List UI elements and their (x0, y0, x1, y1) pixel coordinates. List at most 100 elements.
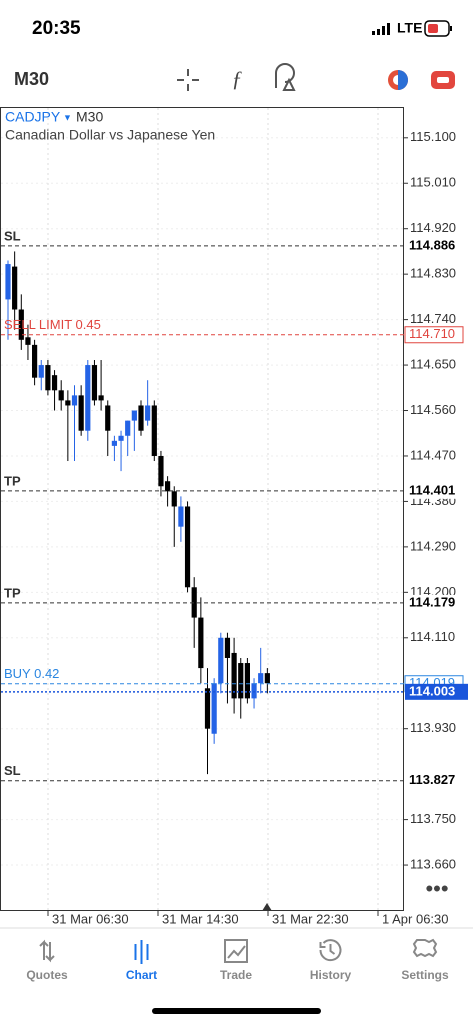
shift-marker[interactable] (262, 903, 272, 911)
candle-body (171, 491, 177, 507)
candle-body (264, 673, 270, 684)
candle-body (38, 365, 44, 378)
order-label: SL (4, 228, 21, 243)
crosshair-button[interactable] (177, 69, 199, 91)
bid-box (405, 683, 468, 700)
candle-body (178, 506, 184, 527)
tab-icon (412, 938, 438, 958)
trade-button[interactable] (388, 70, 408, 90)
x-tick-label: 1 Apr 06:30 (382, 911, 449, 926)
candle-body (165, 481, 171, 492)
candle-body (198, 617, 204, 669)
candle-body (71, 395, 78, 406)
tab-label[interactable]: Settings (401, 968, 449, 982)
candle-body (191, 587, 197, 618)
timeframe-button[interactable]: M30 (14, 69, 49, 89)
order-price: 114.710 (409, 326, 455, 341)
status-time: 20:35 (32, 18, 81, 39)
y-tick-label: 114.650 (410, 357, 456, 372)
symbol-dropdown[interactable]: ▼ (63, 112, 72, 122)
candle-body (158, 455, 164, 487)
candle-body (18, 309, 24, 340)
battery-icon (424, 20, 452, 37)
candle-body (211, 683, 217, 734)
candle-body (145, 405, 151, 421)
candle-body (98, 395, 104, 401)
network-label: LTE (397, 20, 422, 36)
chart-frame (0, 107, 404, 911)
tab-icon (319, 939, 342, 962)
y-tick-label: 114.740 (410, 311, 456, 326)
candle-body (218, 637, 224, 684)
accounts-button[interactable] (431, 71, 455, 89)
tab-bar: Quotes Chart Trade History Settings (26, 938, 449, 982)
candle-body (238, 663, 244, 699)
order-label: SL (4, 763, 21, 778)
tab-icon (134, 940, 149, 964)
signal-icon (372, 23, 390, 35)
price-box (405, 594, 463, 611)
indicators-button[interactable]: ƒ (232, 66, 243, 91)
order-price: 114.179 (409, 594, 455, 609)
y-tick-label: 114.290 (410, 538, 456, 553)
candle-body (105, 405, 111, 431)
objects-button[interactable] (275, 63, 296, 91)
order-price: 114.886 (409, 237, 455, 252)
candle-body (51, 375, 58, 391)
order-label: SELL LIMIT 0.45 (4, 317, 101, 332)
price-box (405, 482, 463, 499)
candle-body (65, 400, 71, 406)
timeframe-label: M30 (76, 109, 103, 125)
candle-body (204, 688, 211, 729)
x-tick-label: 31 Mar 06:30 (52, 911, 129, 926)
candle-body (231, 652, 237, 699)
symbol-label[interactable]: CADJPY (5, 109, 61, 125)
candle-body (184, 506, 191, 588)
tab-label[interactable]: Quotes (26, 968, 68, 982)
tab-icon (224, 939, 248, 963)
y-tick-label: 114.830 (410, 266, 456, 281)
candle-body (111, 440, 117, 446)
tab-icon (39, 939, 55, 963)
candle-body (91, 365, 98, 401)
candle-body (25, 337, 31, 345)
candle-body (258, 673, 264, 684)
price-box (404, 326, 464, 344)
order-price: 113.827 (409, 772, 455, 787)
plot-area (1, 108, 404, 910)
y-tick-label: 113.930 (410, 720, 456, 735)
y-tick-label: 115.010 (410, 175, 456, 190)
candle-body (131, 410, 137, 421)
price-box (405, 237, 463, 254)
x-tick-label: 31 Mar 22:30 (272, 911, 349, 926)
candle-body (244, 663, 250, 699)
y-tick-label: 115.100 (410, 129, 456, 144)
bid-price: 114.003 (409, 683, 455, 698)
home-indicator (152, 1008, 321, 1014)
y-tick-label: 114.560 (410, 402, 456, 417)
candle-body (58, 390, 64, 401)
candle-body (45, 365, 51, 391)
y-tick-label: 113.750 (410, 811, 456, 826)
price-box (405, 772, 463, 789)
candle-body (5, 264, 11, 300)
candle-body (151, 405, 157, 456)
y-tick-label: 114.470 (410, 447, 456, 462)
tab-label[interactable]: Chart (126, 968, 157, 982)
candle-body (251, 683, 257, 699)
tab-label[interactable]: Trade (220, 968, 252, 982)
candle-body (125, 420, 131, 436)
order-label: BUY 0.42 (4, 666, 59, 681)
candle-body (138, 405, 144, 431)
tab-label[interactable]: History (310, 968, 352, 982)
candle-body (85, 365, 91, 431)
candle-body (224, 637, 231, 658)
y-tick-label: 113.660 (410, 856, 456, 871)
candle-body (118, 435, 124, 441)
candle-body (78, 395, 84, 431)
x-tick-label: 31 Mar 14:30 (162, 911, 239, 926)
more-button[interactable]: ••• (425, 876, 448, 901)
order-price: 114.401 (409, 482, 455, 497)
candle-body (12, 266, 18, 310)
